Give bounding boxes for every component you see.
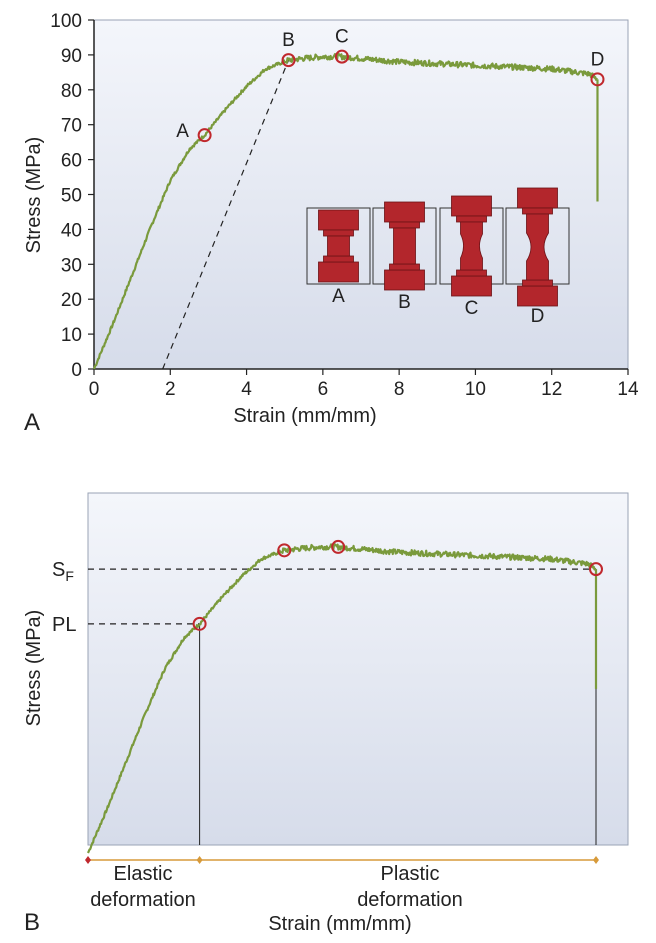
arrow-tick-diamond [85,856,91,864]
y-axis-label-a: Stress (MPa) [23,137,45,254]
y-tick-label-a: 0 [71,360,82,381]
specimen-shoulder-top [456,215,487,223]
curve-a [92,52,599,370]
point-marker [334,49,349,64]
panel-label-a: A [24,409,40,436]
specimen-gauge [393,227,416,265]
specimen-grip-top [451,195,492,217]
specimen-shoulder-bottom [522,279,553,287]
arrow-tick-diamond [593,856,599,864]
specimen-gauge [327,235,350,257]
point-marker [192,616,207,631]
y-axis-label-b: Stress (MPa) [23,610,45,727]
x-tick-label-a: 10 [465,379,486,400]
specimen-label: D [531,306,545,327]
specimen-shoulder-bottom [389,263,420,271]
specimen-A: A [306,207,371,307]
point-label: D [591,49,605,70]
points-a: A B C D [176,27,605,143]
specimen-grip-bottom [318,261,359,283]
specimen-B: B [372,201,437,313]
panel-label-b: B [24,909,40,936]
specimen-frame [306,207,371,285]
x-tick-label-a: 4 [241,379,252,400]
specimen-grip-top [318,209,359,231]
reference-lines-b: SF PL [52,559,597,845]
specimen-C: C [439,195,504,319]
specimen-D: D [505,187,570,327]
reference-label: PL [52,614,76,636]
x-tick-label-a: 0 [89,379,100,400]
specimen-shoulder-top [323,229,354,237]
axes-a: 0 2 4 6 8 10 12 14 0 10 20 30 40 50 60 70 80 90 100 [50,11,639,400]
specimen-label: B [398,292,411,313]
specimen-shoulder-bottom [456,269,487,277]
x-tick-label-a: 12 [541,379,562,400]
x-axis-label-b: Strain (mm/mm) [268,913,411,935]
region-label-line1: Elastic [114,863,173,885]
x-tick-label-a: 14 [617,379,639,400]
panel-a: 0 2 4 6 8 10 12 14 0 10 20 30 40 50 60 70 80 90 100 A B C D A… [23,11,639,436]
x-axis-label-a: Strain (mm/mm) [233,405,376,427]
point-marker [590,72,605,87]
x-tick-label-a: 2 [165,379,176,400]
y-tick-label-a: 60 [61,151,82,172]
specimen-shoulder-top [522,207,553,215]
points-b [192,539,603,631]
y-tick-label-a: 40 [61,220,82,241]
region-label-line2: deformation [357,889,463,911]
point-marker [197,128,212,143]
specimen-gauge [460,221,483,271]
specimen-body [318,209,359,283]
point-marker [281,53,296,68]
specimen-gauge [526,213,549,281]
point-marker [277,543,292,558]
point-marker [589,562,603,577]
specimen-grip-top [384,201,425,223]
y-tick-label-a: 50 [61,186,82,207]
specimen-body [451,195,492,297]
y-tick-label-a: 20 [61,290,82,311]
arrow-tick-diamond [196,856,203,864]
plot-area-b [87,492,629,846]
specimen-body [384,201,425,291]
specimen-grip-bottom [517,285,558,307]
stress-strain-curve [92,52,598,370]
specimen-shoulder-top [389,221,420,229]
point-label: B [282,30,295,51]
y-tick-label-a: 30 [61,255,82,276]
specimen-grip-top [517,187,558,209]
specimen-grip-bottom [384,269,425,291]
point-label: A [176,121,189,142]
reference-subscript: F [65,568,74,584]
specimens-a: A B C D [306,187,570,327]
x-tick-label-a: 6 [318,379,329,400]
y-tick-label-a: 10 [61,325,82,346]
y-tick-label-a: 70 [61,116,82,137]
region-label-line2: deformation [90,889,196,911]
panel-b: SF PL Elastic deformation Plastic deformatio… [23,492,629,936]
deformation-regions-b: Elastic deformation Plastic deformation [85,856,599,911]
specimen-body [517,187,558,307]
region-label-line1: Plastic [381,863,440,885]
reference-label: SF [52,559,74,584]
y-tick-label-a: 80 [61,81,82,102]
stress-strain-curve [86,543,597,854]
curve-b [86,543,598,854]
specimen-label: C [465,298,479,319]
offset-dashed-line [162,59,290,370]
x-tick-label-a: 8 [394,379,405,400]
specimen-label: A [332,286,345,307]
offset-line-a [162,59,290,370]
specimen-grip-bottom [451,275,492,297]
y-tick-label-a: 90 [61,46,82,67]
specimen-shoulder-bottom [323,255,354,263]
point-marker [331,539,346,554]
y-tick-label-a: 100 [50,11,82,32]
point-label: C [335,27,349,48]
